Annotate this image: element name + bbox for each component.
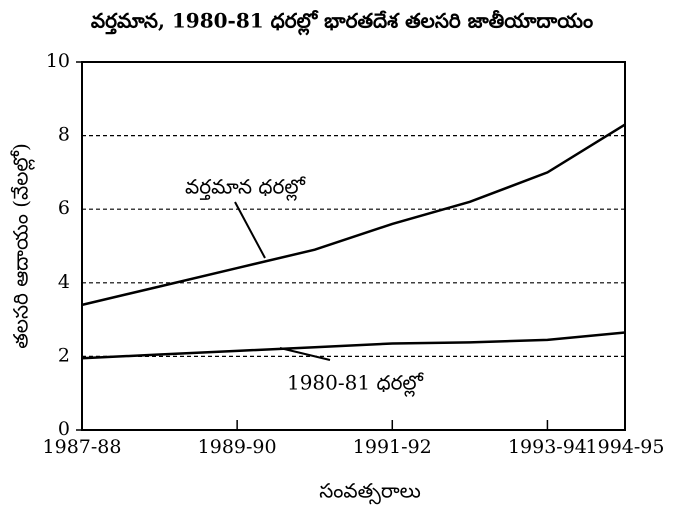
plot-frame [81, 61, 626, 431]
annotation-leader [234, 201, 266, 259]
y-axis-label: తలసరి ఆదాయం (వేలల్లో) [9, 143, 36, 349]
series-annotation: 1980-81 ధరల్లో [287, 371, 424, 398]
series-line [81, 331, 626, 360]
x-axis-label: సంవత్సరాలు [319, 479, 421, 505]
x-tick-label: 1989-90 [198, 436, 277, 458]
y-tick-label: 0 [58, 418, 70, 440]
y-tick-label: 10 [46, 50, 70, 72]
chart-title: వర్తమాన, 1980-81 ధరల్లో భారతదేశ తలసరి జా… [91, 9, 593, 36]
y-tick-label: 4 [58, 271, 70, 293]
x-tick-label: 1987-88 [43, 436, 122, 458]
y-tick-label: 2 [58, 344, 70, 366]
x-tick-label: 1991-92 [353, 436, 432, 458]
x-tick-label: 1994-95 [586, 436, 665, 458]
y-tick-label: 8 [58, 124, 70, 146]
x-tick-label: 1993-94 [508, 436, 587, 458]
series-annotation: వర్తమాన ధరల్లో [185, 175, 306, 202]
annotation-leader [279, 347, 331, 361]
y-tick-label: 6 [58, 197, 70, 219]
series-line [81, 123, 626, 307]
